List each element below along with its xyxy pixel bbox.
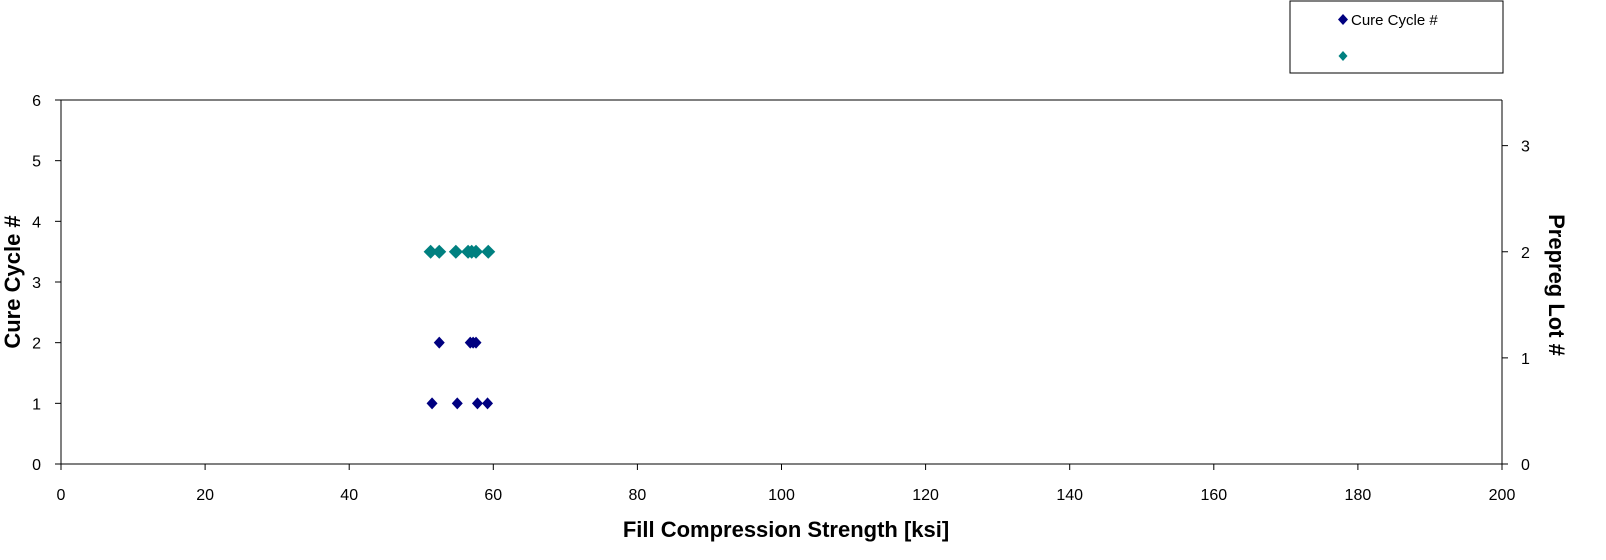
y2-tick-label: 3: [1521, 139, 1530, 156]
cure-cycle-point: [470, 336, 482, 349]
x-tick-label: 180: [1345, 487, 1372, 504]
y-axis-ticks: 0 1 2 3 4 5 6: [32, 93, 61, 474]
cure-cycle-point: [482, 397, 494, 410]
data-points: [423, 244, 496, 410]
x-tick-label: 120: [912, 487, 939, 504]
cure-cycle-point: [471, 397, 483, 410]
prepreg-lot-point: [469, 244, 484, 259]
legend: Cure Cycle #: [1289, 0, 1504, 74]
y-tick-label: 5: [32, 154, 41, 171]
y2-tick-label: 0: [1521, 457, 1530, 474]
legend-label-cure-cycle: Cure Cycle #: [1351, 12, 1438, 29]
x-tick-label: 20: [196, 487, 214, 504]
prepreg-lot-point: [423, 244, 438, 259]
x-tick-label: 140: [1056, 487, 1083, 504]
y2-tick-label: 1: [1521, 351, 1530, 368]
legend-box: [1289, 0, 1504, 74]
y2-axis-ticks: 0 1 2 3: [1502, 139, 1530, 474]
cure-cycle-point: [451, 397, 463, 410]
x-tick-label: 40: [340, 487, 358, 504]
x-axis-title: Fill Compression Strength [ksi]: [623, 517, 949, 542]
legend-marker-prepreg-lot: [1338, 51, 1348, 61]
x-tick-label: 100: [768, 487, 795, 504]
prepreg-lot-point: [448, 244, 463, 259]
x-tick-label: 160: [1200, 487, 1227, 504]
prepreg-lot-point: [432, 244, 447, 259]
cure-cycle-point: [433, 336, 445, 349]
x-tick-label: 60: [484, 487, 502, 504]
x-tick-label: 0: [57, 487, 66, 504]
y-tick-label: 0: [32, 457, 41, 474]
y-axis-title: Cure Cycle #: [0, 215, 25, 348]
x-axis-ticks: 0 20 40 60 80 100 120 140 160 180 200: [57, 464, 1516, 504]
y-tick-label: 6: [32, 93, 41, 110]
plot-area: [60, 99, 1503, 465]
y2-axis-title: Prepreg Lot #: [1544, 214, 1569, 356]
cure-cycle-point: [426, 397, 438, 410]
prepreg-lot-point: [481, 244, 496, 259]
y-tick-label: 2: [32, 336, 41, 353]
y2-tick-label: 2: [1521, 245, 1530, 262]
y-tick-label: 4: [32, 214, 41, 231]
y-tick-label: 3: [32, 275, 41, 292]
x-tick-label: 200: [1489, 487, 1516, 504]
y-tick-label: 1: [32, 396, 41, 413]
legend-marker-cure-cycle: [1338, 14, 1348, 25]
x-tick-label: 80: [629, 487, 647, 504]
